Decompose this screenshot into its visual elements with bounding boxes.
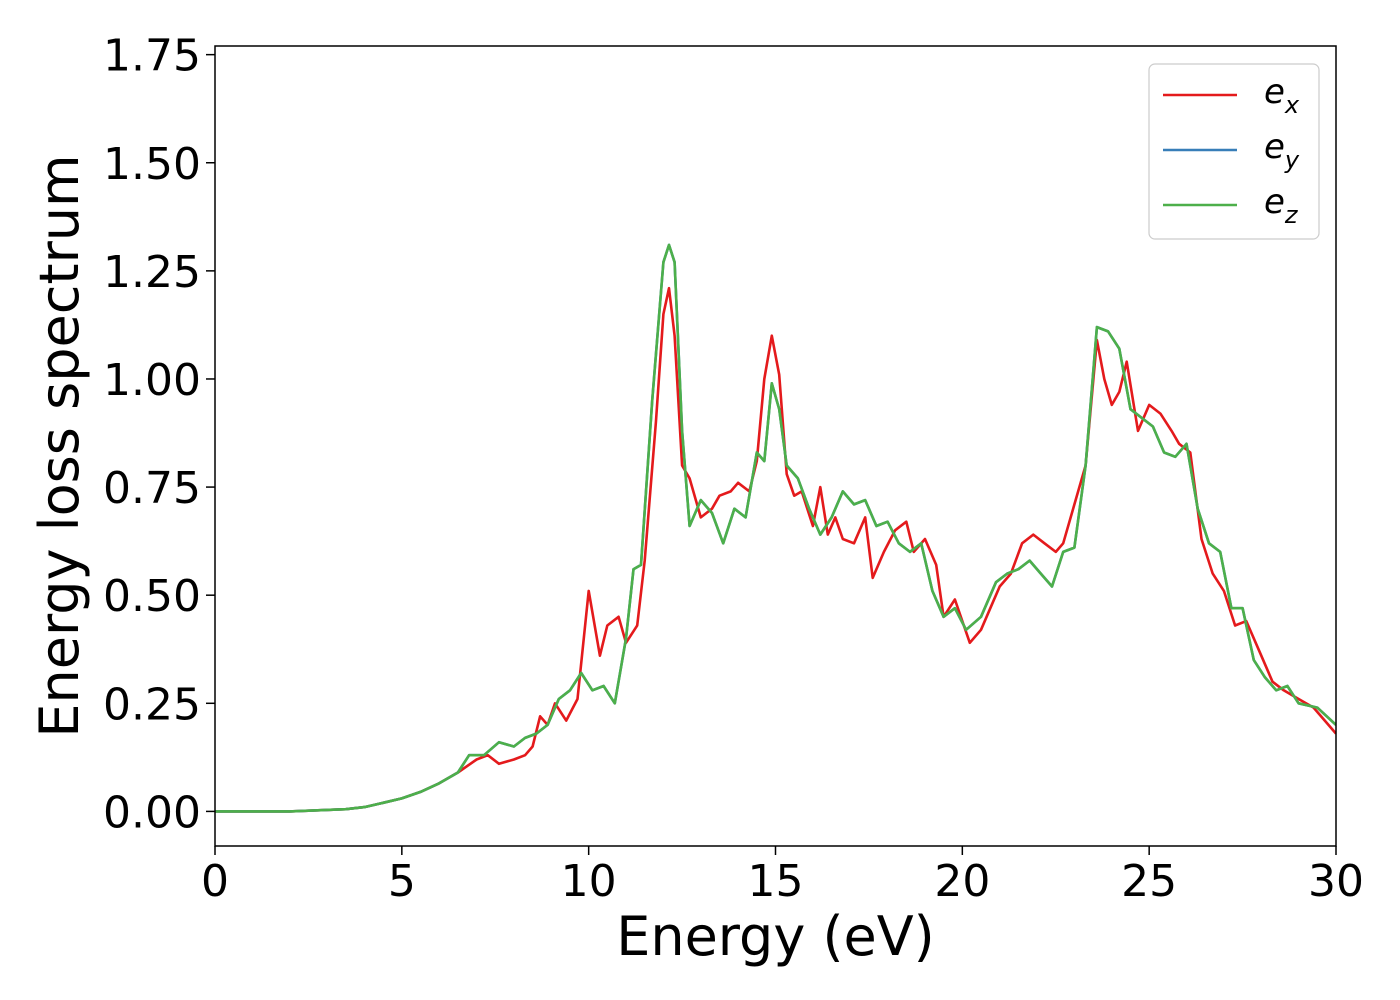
x-tick-label: 5 bbox=[388, 856, 416, 907]
y-tick-label: 1.50 bbox=[103, 139, 201, 190]
legend-label: ex bbox=[1264, 72, 1300, 119]
legend-label-base: e bbox=[1264, 72, 1285, 112]
legend-label-subscript: x bbox=[1284, 91, 1300, 119]
x-tick-label: 30 bbox=[1308, 856, 1364, 907]
legend-label-base: e bbox=[1264, 127, 1285, 167]
y-tick-label: 0.50 bbox=[103, 571, 201, 622]
y-tick-label: 1.25 bbox=[103, 247, 201, 298]
y-axis-ticks: 0.00 0.25 0.50 0.75 1.00 1.25 1.50 1.75 bbox=[103, 31, 215, 838]
x-tick-label: 20 bbox=[934, 856, 990, 907]
plot-lines bbox=[215, 243, 1336, 813]
y-tick-label: 0.75 bbox=[103, 463, 201, 514]
y-tick-label: 0.00 bbox=[103, 787, 201, 838]
x-tick-label: 25 bbox=[1121, 856, 1177, 907]
y-tick-label: 1.75 bbox=[103, 31, 201, 82]
legend-label: ey bbox=[1264, 127, 1300, 174]
legend-label: ez bbox=[1264, 182, 1299, 229]
x-axis-label: Energy (eV) bbox=[616, 905, 935, 968]
x-tick-label: 10 bbox=[561, 856, 617, 907]
y-tick-label: 0.25 bbox=[103, 679, 201, 730]
legend-label-base: e bbox=[1264, 182, 1285, 222]
x-tick-label: 0 bbox=[201, 856, 229, 907]
y-axis-label: Energy loss spectrum bbox=[28, 154, 91, 737]
series-line-ez bbox=[215, 243, 1336, 813]
series-line-ey bbox=[215, 243, 1336, 813]
y-tick-label: 1.00 bbox=[103, 355, 201, 406]
legend-label-subscript: y bbox=[1284, 146, 1300, 174]
x-tick-label: 15 bbox=[748, 856, 804, 907]
x-axis-ticks: 0 5 10 15 20 25 30 bbox=[201, 846, 1364, 907]
series-line-ex bbox=[215, 286, 1336, 813]
legend-label-subscript: z bbox=[1284, 201, 1299, 229]
legend-box bbox=[1148, 63, 1320, 240]
